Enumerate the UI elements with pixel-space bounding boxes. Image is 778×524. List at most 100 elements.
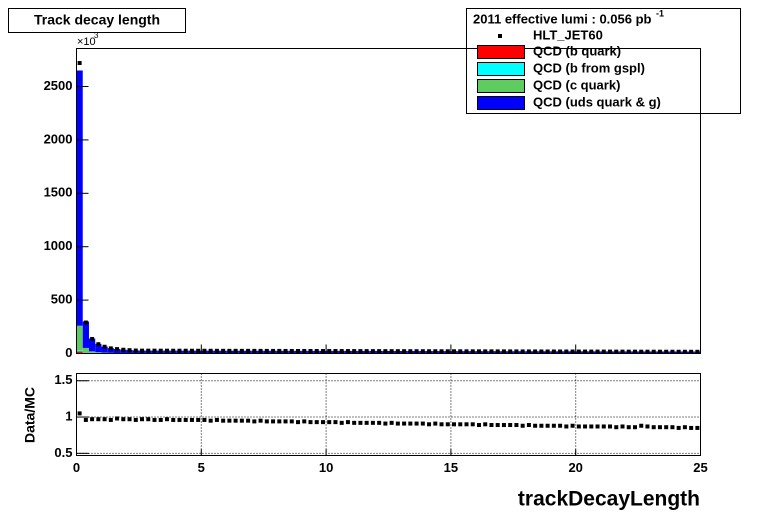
bar-segment	[107, 348, 114, 353]
data-point	[620, 349, 625, 354]
ratio-point	[570, 423, 575, 428]
ratio-point	[358, 420, 363, 425]
ratio-point	[414, 421, 419, 426]
ratio-point	[639, 423, 644, 428]
ratio-point	[289, 419, 294, 424]
data-point	[389, 349, 394, 354]
data-point	[214, 348, 219, 353]
ratio-point	[483, 422, 488, 427]
ratio-point	[252, 419, 257, 424]
data-point	[433, 349, 438, 354]
ratio-point	[595, 424, 600, 429]
y-tick-label: 1	[65, 408, 72, 423]
data-point	[657, 349, 662, 354]
ratio-point	[427, 422, 432, 427]
ratio-point	[327, 420, 332, 425]
data-point	[233, 348, 238, 353]
ratio-point	[657, 425, 662, 430]
data-point	[383, 349, 388, 354]
data-point	[595, 349, 600, 354]
data-point	[90, 336, 95, 341]
ratio-point	[420, 421, 425, 426]
data-point	[164, 348, 169, 353]
ratio-point	[258, 418, 263, 423]
data-point	[533, 349, 538, 354]
data-point	[264, 348, 269, 353]
ratio-point	[214, 417, 219, 422]
data-point	[495, 349, 500, 354]
ratio-point	[645, 424, 650, 429]
ratio-point	[689, 425, 694, 430]
data-point	[458, 349, 463, 354]
ratio-point	[470, 422, 475, 427]
data-point	[140, 348, 145, 353]
data-point	[501, 349, 506, 354]
data-point	[682, 349, 687, 354]
data-point	[296, 348, 301, 353]
ratio-point	[146, 417, 151, 422]
title-box	[8, 8, 186, 33]
ratio-point	[352, 420, 357, 425]
data-point	[589, 349, 594, 354]
ratio-point	[96, 417, 101, 422]
data-point	[539, 349, 544, 354]
legend-swatch	[477, 45, 525, 59]
legend-title-sup: -1	[656, 8, 664, 18]
ratio-point	[576, 424, 581, 429]
ratio-point	[364, 420, 369, 425]
ratio-point	[246, 418, 251, 423]
legend-label: QCD (uds quark & g)	[533, 94, 661, 109]
ratio-point	[370, 420, 375, 425]
bar-segment	[101, 346, 108, 353]
data-point	[320, 349, 325, 354]
ratio-point	[626, 425, 631, 430]
data-point	[196, 348, 201, 353]
data-point	[333, 349, 338, 354]
y-tick-label: 0.5	[54, 445, 72, 460]
ratio-point	[545, 423, 550, 428]
x-tick-label: 15	[444, 460, 458, 475]
ratio-point	[402, 421, 407, 426]
ratio-point	[452, 422, 457, 427]
x-tick-label: 0	[73, 460, 80, 475]
ratio-point	[221, 418, 226, 423]
legend-swatch	[477, 62, 525, 76]
data-point	[402, 349, 407, 354]
data-point	[377, 349, 382, 354]
ratio-point	[158, 417, 163, 422]
y-multiplier-exp: 3	[94, 31, 99, 40]
data-point	[439, 349, 444, 354]
ratio-point	[583, 424, 588, 429]
ratio-point	[676, 425, 681, 430]
data-point	[314, 349, 319, 354]
ratio-point	[271, 419, 276, 424]
ratio-point	[608, 424, 613, 429]
ratio-point	[208, 418, 213, 423]
y-multiplier: ×10	[77, 36, 96, 48]
data-point	[364, 349, 369, 354]
ratio-point	[458, 422, 463, 427]
ratio-point	[183, 417, 188, 422]
ratio-point	[489, 423, 494, 428]
ratio-point	[189, 417, 194, 422]
ratio-point	[395, 421, 400, 426]
ratio-point	[202, 417, 207, 422]
data-point	[395, 349, 400, 354]
data-point	[645, 349, 650, 354]
ratio-point	[514, 423, 519, 428]
ratio-point	[314, 420, 319, 425]
data-point	[358, 349, 363, 354]
ratio-point	[476, 423, 481, 428]
ratio-point	[108, 417, 113, 422]
data-point	[339, 349, 344, 354]
data-point	[202, 348, 207, 353]
data-point	[408, 349, 413, 354]
x-axis-label: trackDecayLength	[518, 488, 700, 511]
data-point	[271, 348, 276, 353]
data-point	[452, 349, 457, 354]
ratio-point	[620, 424, 625, 429]
ratio-point	[308, 420, 313, 425]
ratio-point	[433, 421, 438, 426]
ratio-point	[171, 417, 176, 422]
x-tick-label: 25	[693, 460, 707, 475]
